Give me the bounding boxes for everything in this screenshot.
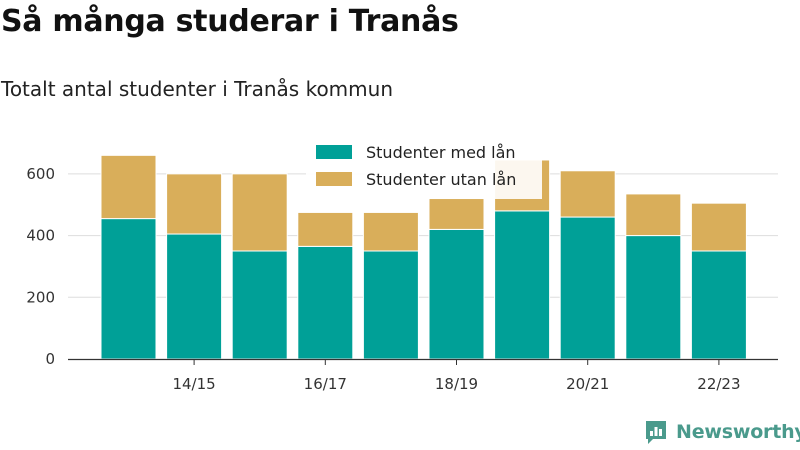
bar-studenter-med-lan — [494, 210, 551, 360]
legend-label: Studenter med lån — [366, 143, 516, 162]
legend-swatch — [316, 172, 352, 186]
x-tick-label: 16/17 — [304, 375, 347, 393]
bar-studenter-utan-lan — [625, 193, 682, 237]
x-tick-label: 18/19 — [435, 375, 478, 393]
bar-studenter-med-lan — [297, 245, 354, 360]
bar-studenter-utan-lan — [297, 211, 354, 247]
axes: 0 200 400 600 14/15 16/17 18/19 20/21 22/23 — [26, 165, 778, 393]
y-tick-label: 0 — [45, 350, 55, 368]
bar-studenter-utan-lan — [362, 211, 419, 252]
bar-studenter-utan-lan — [690, 202, 747, 252]
chart-title: Så många studerar i Tranås — [1, 4, 459, 39]
newsworthy-logo-text: Newsworthy — [676, 421, 800, 443]
newsworthy-logo: Newsworthy — [644, 419, 800, 445]
bar-studenter-utan-lan — [166, 173, 223, 235]
x-tick-label: 22/23 — [697, 375, 740, 393]
bar-studenter-med-lan — [231, 250, 288, 360]
y-tick-label: 600 — [26, 165, 55, 183]
bar-studenter-utan-lan — [428, 198, 485, 230]
bar-studenter-utan-lan — [100, 154, 157, 220]
bar-studenter-med-lan — [690, 250, 747, 360]
bar-studenter-med-lan — [100, 218, 157, 360]
x-tick-label: 14/15 — [172, 375, 215, 393]
y-tick-label: 200 — [26, 288, 55, 306]
bar-studenter-med-lan — [428, 228, 485, 360]
bar-studenter-utan-lan — [231, 173, 288, 252]
legend-label: Studenter utan lån — [366, 170, 516, 189]
x-tick-label: 20/21 — [566, 375, 609, 393]
bars — [100, 154, 747, 360]
newsworthy-logo-icon — [646, 421, 666, 444]
bar-studenter-utan-lan — [559, 170, 616, 218]
bar-studenter-med-lan — [625, 235, 682, 360]
chart-subtitle: Totalt antal studenter i Tranås kommun — [1, 77, 393, 101]
legend-swatch — [316, 145, 352, 159]
y-tick-label: 400 — [26, 227, 55, 245]
bar-studenter-med-lan — [559, 216, 616, 360]
legend: Studenter med lån Studenter utan lån — [306, 139, 542, 199]
bar-studenter-med-lan — [166, 233, 223, 360]
bar-studenter-med-lan — [362, 250, 419, 360]
